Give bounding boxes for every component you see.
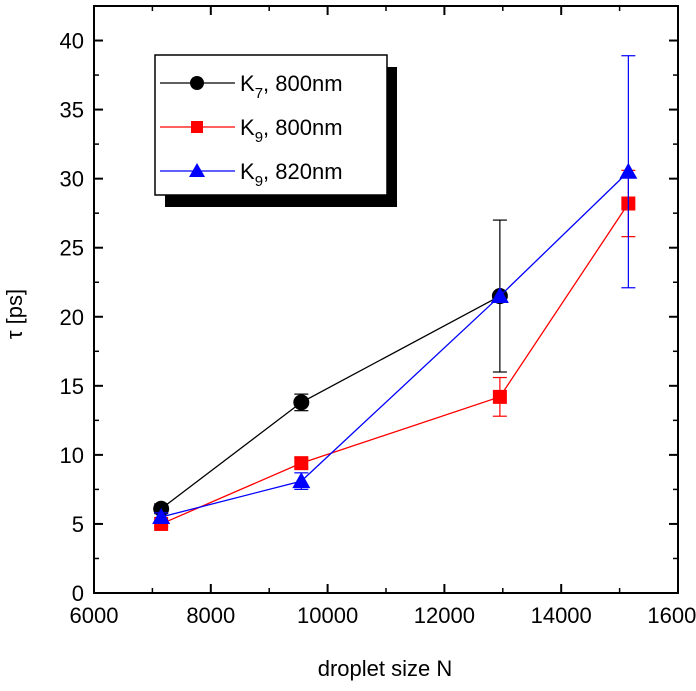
y-tick-label: 0: [72, 581, 84, 606]
series-line: [160, 171, 629, 518]
series-line: [160, 295, 501, 510]
y-tick-label: 20: [60, 305, 84, 330]
y-tick-label: 10: [60, 443, 84, 468]
x-tick-label: 10000: [297, 603, 358, 628]
marker-circle: [190, 76, 204, 90]
marker-triangle: [152, 508, 171, 525]
series-0: [153, 219, 508, 517]
x-tick-label: 8000: [186, 603, 235, 628]
marker-square: [294, 456, 309, 471]
series-line: [160, 203, 629, 525]
y-tick-label: 35: [60, 98, 84, 123]
y-tick-label: 25: [60, 236, 84, 261]
x-tick-label: 14000: [531, 603, 592, 628]
series-1: [154, 169, 636, 531]
y-tick-label: 30: [60, 167, 84, 192]
marker-triangle: [292, 472, 311, 489]
y-axis-title: τ [ps]: [2, 289, 27, 339]
y-tick-label: 15: [60, 374, 84, 399]
x-tick-label: 12000: [414, 603, 475, 628]
marker-square: [191, 121, 203, 133]
legend-label: K7, 800nm: [240, 71, 343, 102]
marker-triangle: [490, 287, 509, 304]
marker-triangle: [189, 163, 205, 177]
y-tick-label: 5: [72, 512, 84, 537]
legend-label: K9, 800nm: [240, 115, 343, 146]
series-2: [152, 55, 638, 525]
x-axis-title: droplet size N: [318, 656, 453, 681]
marker-square: [492, 389, 507, 404]
marker-triangle: [619, 162, 638, 179]
marker-circle: [293, 394, 310, 411]
y-tick-label: 40: [60, 29, 84, 54]
legend-label: K9, 820nm: [240, 159, 343, 190]
x-tick-label: 6000: [70, 603, 119, 628]
